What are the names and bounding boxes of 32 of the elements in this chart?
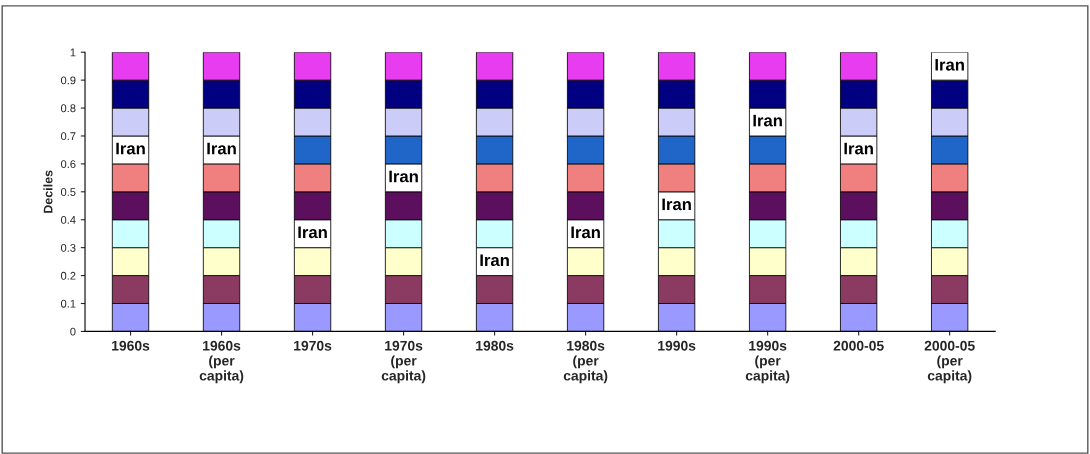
x-tick-label: 1990s <box>658 340 696 351</box>
data-label: Iran <box>844 142 873 155</box>
data-label: Iran <box>389 170 418 183</box>
x-tick-label: 1960s <box>112 340 150 351</box>
x-tick-label: 1970s (per capita) <box>381 340 426 384</box>
x-tick-label: 2000-05 <box>833 340 884 351</box>
x-tick-label: 1980s (per capita) <box>563 340 608 384</box>
y-tick-label: 0.6 <box>60 160 76 169</box>
data-label: Iran <box>935 59 964 71</box>
y-tick-label: 1 <box>70 48 76 57</box>
x-tick-label: 1980s <box>476 340 514 351</box>
y-axis-title: Deciles <box>43 170 53 213</box>
y-tick-label: 0.4 <box>60 216 76 224</box>
x-tick-label: 1990s (per capita) <box>745 340 790 384</box>
x-tick-label: 1970s <box>294 340 332 351</box>
data-label: Iran <box>207 142 236 155</box>
data-label: Iran <box>480 254 509 267</box>
y-tick-label: 0.1 <box>60 299 76 308</box>
data-label: Iran <box>116 142 145 155</box>
data-label: Iran <box>571 226 600 239</box>
y-tick-label: 0.2 <box>60 271 76 280</box>
y-tick-label: 0 <box>70 327 76 336</box>
data-label: Iran <box>753 114 782 127</box>
y-tick-label: 0.5 <box>60 188 76 196</box>
data-label: Iran <box>298 226 327 239</box>
x-tick-label: 2000-05 (per capita) <box>924 340 975 384</box>
y-tick-label: 0.3 <box>60 243 76 252</box>
data-label: Iran <box>662 198 691 211</box>
y-tick-label: 0.7 <box>60 132 76 141</box>
x-tick-label: 1960s (per capita) <box>199 340 244 384</box>
y-tick-label: 0.9 <box>60 76 76 85</box>
y-tick-label: 0.8 <box>60 104 76 113</box>
